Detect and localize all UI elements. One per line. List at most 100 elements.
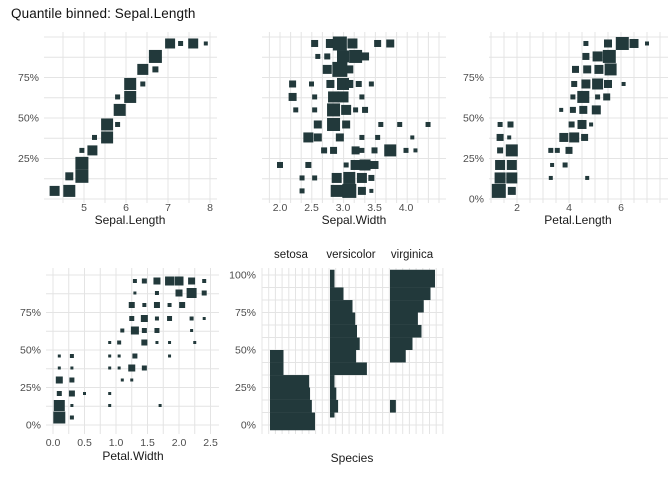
data-square <box>568 121 575 128</box>
histogram-bar-virginica <box>390 300 424 313</box>
data-square <box>108 392 112 395</box>
data-square <box>603 93 611 101</box>
data-square <box>68 390 75 397</box>
histogram-bar-versicolor <box>330 375 335 388</box>
data-square <box>330 146 338 154</box>
data-square <box>341 104 352 115</box>
x-axis-title-sepal-width: Sepal.Width <box>321 213 387 227</box>
data-square <box>115 94 121 100</box>
data-square <box>327 117 341 131</box>
data-square <box>133 291 137 295</box>
data-square <box>313 133 322 142</box>
data-square <box>494 172 506 184</box>
data-square <box>554 147 560 153</box>
data-square <box>507 121 514 128</box>
data-square <box>168 341 172 344</box>
data-square <box>583 40 589 46</box>
data-square <box>602 49 616 63</box>
x-tick-label: 2.0 <box>172 437 187 449</box>
data-square <box>332 36 347 51</box>
data-square <box>53 400 65 411</box>
data-square <box>507 135 512 140</box>
data-square <box>124 77 137 90</box>
data-square <box>186 288 197 298</box>
histogram-bar-virginica <box>390 269 435 288</box>
data-square <box>142 303 147 307</box>
data-square <box>75 169 89 183</box>
data-square <box>589 122 594 127</box>
data-square <box>337 50 349 63</box>
data-square <box>152 66 159 73</box>
histogram-bar-versicolor <box>330 312 356 325</box>
data-square <box>101 131 114 144</box>
data-square <box>507 186 516 195</box>
data-square <box>583 65 592 74</box>
data-square <box>548 175 553 180</box>
data-square <box>604 63 617 76</box>
data-square <box>158 404 162 407</box>
x-tick-label: 4 <box>566 202 572 214</box>
data-square <box>277 161 283 168</box>
histogram-bar-setosa <box>270 387 311 400</box>
data-square <box>362 106 369 113</box>
data-square <box>305 161 312 168</box>
y-tick-label: 0% <box>241 420 256 432</box>
data-square <box>506 159 517 170</box>
data-square <box>141 328 147 333</box>
data-square <box>108 354 112 358</box>
histogram-bar-virginica <box>390 324 422 338</box>
data-square <box>592 78 604 90</box>
x-tick-label: 1.5 <box>140 437 155 449</box>
data-square <box>148 49 162 63</box>
histogram-bar-setosa <box>270 375 310 388</box>
data-square <box>581 133 589 141</box>
data-square <box>378 121 384 127</box>
data-square <box>165 38 176 49</box>
histogram-bar-virginica <box>390 399 396 413</box>
data-square <box>375 134 381 140</box>
data-square <box>506 172 518 184</box>
histogram-bar-setosa <box>270 362 284 376</box>
y-tick-label: 25% <box>235 382 256 394</box>
data-square <box>403 147 409 153</box>
histogram-bar-versicolor <box>330 337 360 350</box>
data-square <box>140 81 146 87</box>
histogram-bar-versicolor <box>330 362 367 376</box>
data-square <box>361 52 370 61</box>
histogram-bar-versicolor <box>330 269 335 288</box>
data-square <box>345 79 354 88</box>
data-square <box>113 103 126 116</box>
data-square <box>69 354 74 358</box>
data-square <box>79 147 85 153</box>
data-square <box>497 147 504 154</box>
data-square <box>289 80 297 88</box>
data-square <box>425 121 431 127</box>
y-tick-label: 75% <box>20 307 41 319</box>
data-square <box>115 121 121 127</box>
data-square <box>328 91 340 103</box>
histogram-bar-versicolor <box>330 399 339 413</box>
data-square <box>153 277 161 285</box>
x-tick-label: 1.0 <box>109 437 124 449</box>
data-square <box>130 326 139 335</box>
data-square <box>327 103 341 117</box>
data-square <box>343 171 356 184</box>
y-tick-label: 50% <box>20 345 41 357</box>
data-square <box>312 175 318 181</box>
data-square <box>69 377 75 383</box>
data-square <box>63 184 76 197</box>
data-square <box>312 94 318 100</box>
data-square <box>153 302 160 308</box>
data-square <box>337 91 349 103</box>
data-square <box>331 172 342 183</box>
facet-label-setosa: setosa <box>274 249 308 261</box>
facet-label-versicolor: versicolor <box>326 249 376 261</box>
y-tick-label: 75% <box>235 307 256 319</box>
x-axis-title-petal-width: Petal.Width <box>102 449 164 463</box>
data-square <box>141 365 147 371</box>
data-square <box>550 162 555 167</box>
data-square <box>581 79 591 89</box>
data-square <box>124 90 137 103</box>
data-square <box>349 49 363 63</box>
